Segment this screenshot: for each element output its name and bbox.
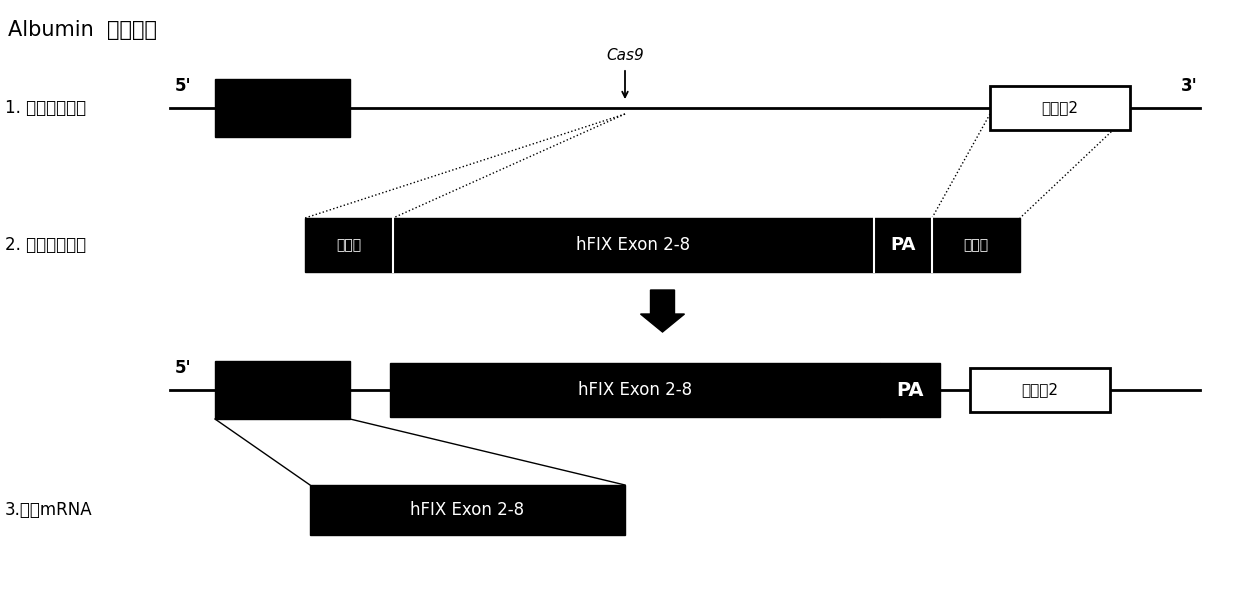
Bar xyxy=(310,485,625,535)
Text: 外显子2: 外显子2 xyxy=(1042,101,1079,116)
Text: 外显子2: 外显子2 xyxy=(1022,383,1059,398)
Text: PA: PA xyxy=(897,380,924,400)
Text: Albumin  基因位点: Albumin 基因位点 xyxy=(7,20,157,40)
Text: hFIX Exon 2-8: hFIX Exon 2-8 xyxy=(410,501,525,519)
Text: 3.信使mRNA: 3.信使mRNA xyxy=(5,501,93,519)
Bar xyxy=(305,218,1021,272)
Bar xyxy=(970,368,1110,412)
Bar xyxy=(215,361,350,419)
Text: 同源臂: 同源臂 xyxy=(336,238,362,252)
Bar xyxy=(990,86,1130,130)
Text: 1. 基因靶向编辑: 1. 基因靶向编辑 xyxy=(5,99,86,117)
Text: PA: PA xyxy=(890,236,915,254)
Bar xyxy=(215,79,350,137)
Bar xyxy=(880,363,940,417)
Text: 3': 3' xyxy=(1182,77,1198,95)
Text: Cas9: Cas9 xyxy=(606,47,644,62)
Text: 5': 5' xyxy=(175,77,192,95)
Text: 同源臂: 同源臂 xyxy=(963,238,988,252)
Text: 2. 基因定点敲入: 2. 基因定点敲入 xyxy=(5,236,86,254)
Bar xyxy=(391,363,880,417)
Text: hFIX Exon 2-8: hFIX Exon 2-8 xyxy=(577,236,691,254)
FancyArrow shape xyxy=(641,290,684,332)
Text: 5': 5' xyxy=(175,359,192,377)
Text: hFIX Exon 2-8: hFIX Exon 2-8 xyxy=(578,381,692,399)
